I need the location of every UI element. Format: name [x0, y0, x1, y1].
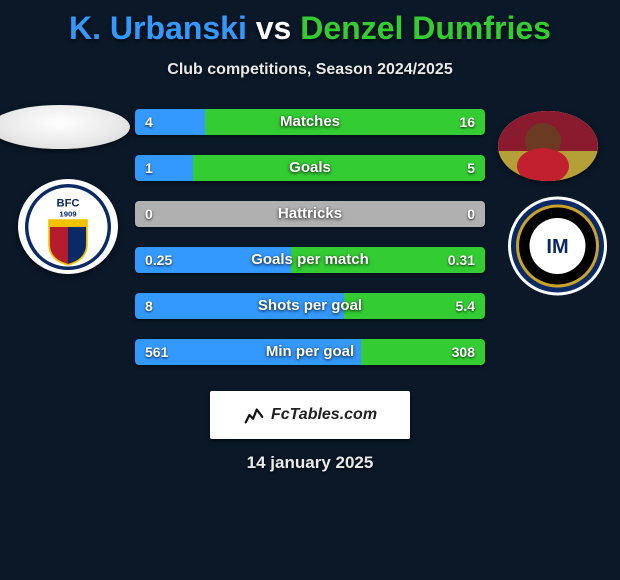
stats-icon: [243, 404, 265, 426]
stat-row: 85.4Shots per goal: [135, 293, 485, 319]
stat-row: 00Hattricks: [135, 201, 485, 227]
stat-label: Shots per goal: [135, 293, 485, 319]
svg-text:BFC: BFC: [57, 197, 80, 209]
brand-badge: FcTables.com: [210, 391, 410, 439]
player2-name: Denzel Dumfries: [300, 10, 551, 46]
brand-text: FcTables.com: [271, 406, 377, 424]
stat-label: Matches: [135, 109, 485, 135]
stat-row: 15Goals: [135, 155, 485, 181]
player1-avatar: [0, 105, 130, 149]
stat-row: 0.250.31Goals per match: [135, 247, 485, 273]
stat-label: Goals per match: [135, 247, 485, 273]
subtitle: Club competitions, Season 2024/2025: [0, 61, 620, 79]
stat-label: Hattricks: [135, 201, 485, 227]
comparison-bars: 416Matches 15Goals 00Hattricks 0.250.31Goal…: [135, 109, 485, 385]
player2-club-crest: IM: [505, 196, 610, 296]
comparison-stage: BFC 1909 IM 416Matches 15Goals 00Hattricks…: [0, 91, 620, 491]
svg-text:IM: IM: [546, 236, 568, 258]
player2-avatar: [498, 111, 598, 181]
page-title: K. Urbanski vs Denzel Dumfries: [0, 0, 620, 47]
vs-label: vs: [256, 10, 292, 46]
inter-crest-icon: IM: [505, 196, 610, 296]
player1-club-crest: BFC 1909: [18, 179, 118, 274]
date-label: 14 january 2025: [0, 453, 620, 473]
bologna-crest-icon: BFC 1909: [25, 184, 111, 270]
stat-label: Goals: [135, 155, 485, 181]
stat-row: 561308Min per goal: [135, 339, 485, 365]
player1-name: K. Urbanski: [69, 10, 247, 46]
svg-text:1909: 1909: [59, 209, 77, 218]
player-photo-icon: [498, 111, 598, 181]
stat-row: 416Matches: [135, 109, 485, 135]
stat-label: Min per goal: [135, 339, 485, 365]
